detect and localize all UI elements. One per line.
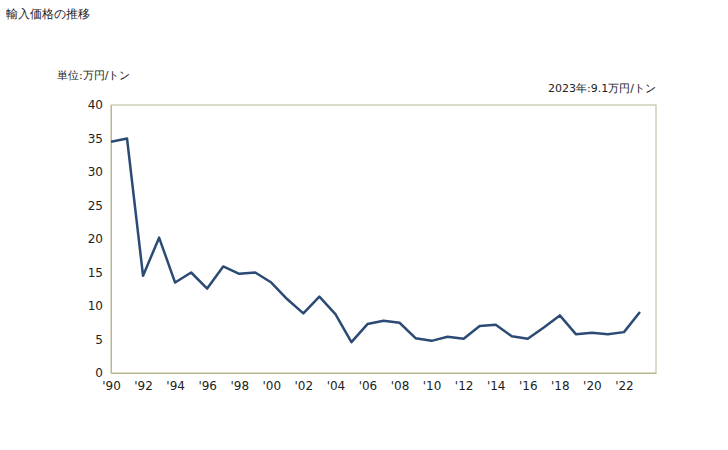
x-tick: '96 — [198, 373, 217, 393]
x-tick: '14 — [487, 373, 506, 393]
x-tick: '16 — [519, 373, 538, 393]
y-tick-label: 10 — [88, 299, 103, 313]
x-tick: '94 — [166, 373, 185, 393]
x-tick: '12 — [455, 373, 474, 393]
x-tick-label: '22 — [615, 379, 634, 393]
x-tick-label: '94 — [166, 379, 185, 393]
y-tick-label: 20 — [88, 232, 103, 246]
x-tick: '18 — [551, 373, 570, 393]
y-tick-label: 30 — [88, 165, 103, 179]
x-tick-label: '12 — [455, 379, 474, 393]
x-tick: '20 — [583, 373, 602, 393]
y-tick: 30 — [88, 165, 111, 179]
x-tick-label: '10 — [423, 379, 442, 393]
x-axis: '90 '92 '94 '96 '98 '00 '02 '04 '06 '08 '10 '12 '14 '… — [102, 373, 656, 393]
plot-frame — [111, 105, 656, 373]
plot-area — [111, 139, 640, 343]
x-tick-label: '92 — [134, 379, 153, 393]
x-tick: '04 — [327, 373, 346, 393]
x-tick-label: '98 — [230, 379, 249, 393]
y-tick: 10 — [88, 299, 111, 313]
y-tick: 40 — [88, 98, 111, 112]
x-axis-line — [112, 373, 657, 374]
x-tick-label: '02 — [295, 379, 314, 393]
y-axis-line — [111, 106, 112, 374]
x-tick: '00 — [263, 373, 282, 393]
y-tick-label: 5 — [95, 333, 103, 347]
y-tick: 25 — [88, 199, 111, 213]
y-tick: 5 — [95, 333, 111, 347]
x-tick-label: '14 — [487, 379, 506, 393]
y-tick: 15 — [88, 266, 111, 280]
x-tick-label: '06 — [359, 379, 378, 393]
x-tick-label: '08 — [391, 379, 410, 393]
x-tick-label: '00 — [263, 379, 282, 393]
x-tick-label: '16 — [519, 379, 538, 393]
x-tick-label: '18 — [551, 379, 570, 393]
title: 輸入価格の推移 — [6, 7, 90, 21]
x-tick: '02 — [295, 373, 314, 393]
x-tick-label: '20 — [583, 379, 602, 393]
x-tick-label: '96 — [198, 379, 217, 393]
y-axis: 0510152025303540 — [88, 98, 112, 380]
price-line — [111, 139, 640, 343]
x-tick: '08 — [391, 373, 410, 393]
y-tick: 20 — [88, 232, 111, 246]
x-tick: '22 — [615, 373, 634, 393]
x-tick: '98 — [230, 373, 249, 393]
x-tick-label: '90 — [102, 379, 121, 393]
x-tick: '92 — [134, 373, 153, 393]
y-tick-label: 25 — [88, 199, 103, 213]
y-tick-label: 35 — [88, 132, 103, 146]
y-tick-label: 40 — [88, 98, 103, 112]
annotation: 2023年:9.1万円/トン — [548, 82, 656, 95]
x-tick: '06 — [359, 373, 378, 393]
x-tick: '10 — [423, 373, 442, 393]
chart: 輸入価格の推移単位:万円/トン2023年:9.1万円/トン05101520253… — [0, 0, 728, 450]
x-tick: '90 — [102, 373, 121, 393]
x-tick-label: '04 — [327, 379, 346, 393]
y-axis-label: 単位:万円/トン — [57, 69, 130, 82]
y-tick-label: 15 — [88, 266, 103, 280]
y-tick: 35 — [88, 132, 111, 146]
